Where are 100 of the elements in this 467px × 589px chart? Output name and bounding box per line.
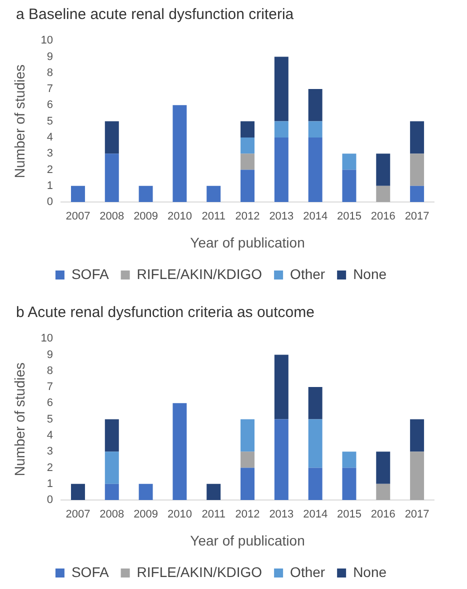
x-tick-label: 2012	[235, 210, 260, 223]
x-tick-label: 2011	[202, 508, 226, 521]
bar	[138, 484, 153, 500]
y-axis-title: Number of studies	[11, 64, 28, 178]
x-tick-label: 2009	[134, 508, 158, 521]
y-tick-label: 4	[46, 429, 54, 442]
bar	[274, 121, 288, 138]
bar	[138, 186, 153, 202]
x-tick-label: 2010	[167, 210, 192, 223]
x-tick-label: 2016	[370, 210, 396, 223]
y-tick-label: 7	[46, 381, 54, 394]
bar	[240, 137, 255, 154]
y-tick-label: 5	[46, 413, 54, 426]
y-tick-label: 1	[46, 478, 54, 490]
bar	[240, 419, 255, 452]
x-tick-label: 2013	[269, 210, 294, 223]
bar	[274, 56, 288, 122]
bar	[240, 452, 255, 468]
bar	[104, 121, 119, 154]
bar	[206, 186, 221, 202]
bar	[206, 484, 221, 500]
bar	[376, 452, 390, 484]
x-tick-label: 2017	[404, 508, 430, 521]
chart-title: b Acute renal dysfunction criteria as outcome	[16, 304, 316, 323]
y-tick-label: 2	[46, 462, 54, 474]
y-tick-label: 9	[46, 348, 54, 361]
bar	[104, 419, 119, 452]
bar	[172, 105, 187, 202]
y-tick-label: 7	[46, 83, 54, 96]
x-tick-label: 2015	[336, 508, 362, 521]
bar	[376, 484, 390, 500]
x-tick-label: 2007	[66, 210, 90, 223]
bar	[240, 170, 255, 202]
bar	[376, 154, 390, 186]
bar	[274, 354, 288, 420]
y-tick-label: 4	[46, 131, 54, 144]
x-tick-label: 2017	[404, 210, 430, 223]
bar	[342, 170, 356, 202]
x-tick-label: 2012	[235, 508, 260, 521]
legend-label: SOFA	[71, 266, 110, 282]
bar	[308, 468, 322, 500]
bar	[70, 186, 85, 202]
x-tick-label: 2014	[303, 210, 328, 223]
bar	[104, 154, 119, 202]
x-tick-label: 2008	[100, 210, 124, 223]
y-tick-label: 8	[46, 364, 54, 377]
bar	[410, 154, 424, 186]
bar	[410, 419, 424, 452]
bar	[308, 89, 322, 122]
y-tick-label: 3	[46, 148, 54, 160]
y-tick-label: 10	[40, 34, 54, 47]
bar	[376, 186, 390, 202]
bar	[274, 419, 288, 500]
bar	[104, 484, 119, 500]
bar	[104, 452, 119, 484]
x-axis-title: Year of publication	[190, 234, 305, 250]
x-tick-label: 2009	[134, 210, 158, 223]
bar	[308, 387, 322, 420]
x-tick-label: 2014	[303, 508, 328, 521]
bar	[274, 137, 288, 202]
y-tick-label: 10	[40, 332, 54, 345]
bar	[342, 452, 356, 468]
y-tick-label: 5	[46, 115, 54, 128]
y-tick-label: 0	[46, 196, 54, 208]
y-tick-label: 1	[46, 180, 54, 192]
x-tick-label: 2011	[202, 210, 226, 223]
bar	[308, 137, 322, 202]
bar	[240, 121, 255, 138]
bar	[308, 419, 322, 468]
bar	[342, 468, 356, 500]
bar	[342, 154, 356, 170]
legend-label: Other	[290, 564, 326, 580]
bar	[308, 121, 322, 138]
bar	[410, 186, 424, 202]
x-tick-label: 2013	[269, 508, 294, 521]
legend-label: RIFLE/AKIN/KDIGO	[136, 564, 262, 580]
chart-title: a Baseline acute renal dysfunction criteria	[16, 6, 295, 25]
x-axis-title: Year of publication	[190, 532, 305, 548]
legend-label: None	[353, 266, 387, 282]
legend-label: RIFLE/AKIN/KDIGO	[136, 266, 262, 282]
y-tick-label: 8	[46, 66, 54, 79]
bar	[70, 484, 85, 500]
bar	[240, 154, 255, 170]
x-tick-label: 2007	[66, 508, 90, 521]
y-tick-label: 3	[46, 446, 54, 458]
y-tick-label: 6	[46, 99, 54, 112]
bar	[410, 121, 424, 154]
x-tick-label: 2015	[336, 210, 362, 223]
bar	[240, 468, 255, 500]
legend-label: Other	[290, 266, 326, 282]
legend-label: SOFA	[71, 564, 110, 580]
y-tick-label: 2	[46, 164, 54, 176]
x-tick-label: 2016	[370, 508, 396, 521]
y-tick-label: 9	[46, 50, 54, 63]
bar	[172, 403, 187, 500]
legend-label: None	[353, 564, 387, 580]
x-tick-label: 2008	[100, 508, 124, 521]
bar	[410, 452, 424, 500]
x-tick-label: 2010	[167, 508, 192, 521]
y-tick-label: 0	[46, 494, 54, 506]
